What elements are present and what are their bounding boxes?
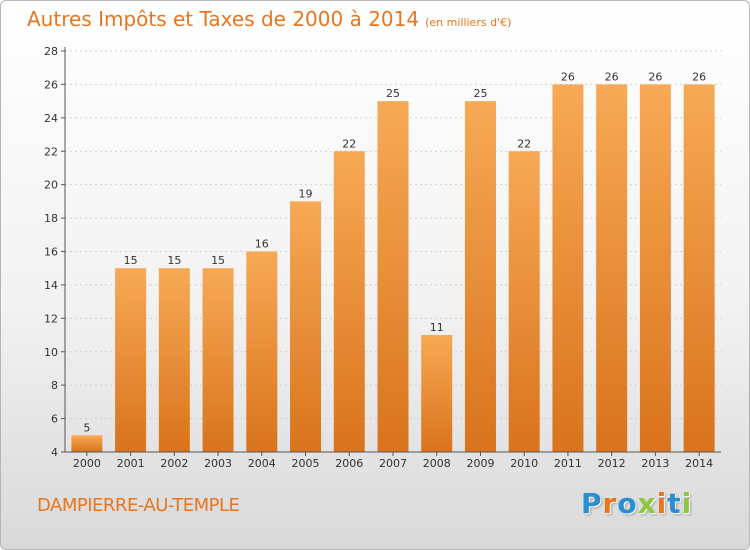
y-tick-label: 10 <box>44 346 58 359</box>
bar <box>552 84 584 453</box>
data-label: 19 <box>299 187 313 200</box>
x-tick-label: 2006 <box>335 457 363 470</box>
x-tick-label: 2007 <box>379 457 407 470</box>
bar <box>115 268 147 452</box>
bar <box>508 151 540 452</box>
data-label: 22 <box>342 137 356 150</box>
bar <box>202 268 234 452</box>
data-label: 26 <box>692 70 706 83</box>
y-tick-label: 26 <box>44 78 58 91</box>
y-tick-label: 8 <box>51 379 58 392</box>
data-label: 5 <box>83 421 90 434</box>
x-tick-label: 2005 <box>292 457 320 470</box>
y-tick-label: 14 <box>44 279 58 292</box>
logo-letter: x <box>637 487 657 520</box>
data-label: 15 <box>124 254 138 267</box>
data-label: 26 <box>561 70 575 83</box>
logo-letter: i <box>656 487 668 520</box>
x-tick-label: 2002 <box>160 457 188 470</box>
data-label: 26 <box>605 70 619 83</box>
bar <box>683 84 715 453</box>
bar <box>290 201 322 452</box>
bar <box>71 435 103 452</box>
location-name: DAMPIERRE-AU-TEMPLE <box>37 495 240 516</box>
data-label: 22 <box>517 137 531 150</box>
data-label: 15 <box>211 254 225 267</box>
x-tick-label: 2008 <box>423 457 451 470</box>
data-label: 26 <box>648 70 662 83</box>
x-tick-label: 2013 <box>641 457 669 470</box>
bar <box>377 101 409 452</box>
bar <box>246 251 278 452</box>
bars <box>71 84 715 453</box>
x-tick-label: 2010 <box>510 457 538 470</box>
y-tick-label: 4 <box>51 446 58 459</box>
y-tick-label: 28 <box>44 45 58 58</box>
x-tick-label: 2000 <box>73 457 101 470</box>
bar <box>158 268 190 452</box>
x-tick-label: 2004 <box>248 457 276 470</box>
x-tick-label: 2009 <box>466 457 494 470</box>
chart-title-text: Autres Impôts et Taxes de 2000 à 2014 <box>27 7 420 31</box>
y-tick-label: 24 <box>44 112 58 125</box>
bar <box>421 335 453 452</box>
axes <box>61 47 721 456</box>
logo-letter: P <box>581 487 603 520</box>
x-tick-label: 2014 <box>685 457 713 470</box>
bar <box>639 84 671 453</box>
bar <box>464 101 496 452</box>
y-tick-label: 20 <box>44 179 58 192</box>
y-tick-label: 18 <box>44 212 58 225</box>
x-tick-label: 2012 <box>598 457 626 470</box>
y-tick-label: 12 <box>44 312 58 325</box>
x-tick-label: 2001 <box>117 457 145 470</box>
logo-letter: r <box>602 487 618 520</box>
y-tick-label: 16 <box>44 246 58 259</box>
y-tick-label: 6 <box>51 413 58 426</box>
x-tick-label: 2011 <box>554 457 582 470</box>
logo-letter: t <box>667 487 682 520</box>
data-label: 11 <box>430 321 444 334</box>
data-label: 25 <box>386 87 400 100</box>
chart-title: Autres Impôts et Taxes de 2000 à 2014 (en… <box>27 7 511 31</box>
chart-subtitle: (en milliers d'€) <box>425 16 512 29</box>
labels: 4 6 8 10 12 14 16 18 20 22 24 26 28 5 2000 15 2001 15 2002… <box>44 45 713 470</box>
bar <box>596 84 628 453</box>
data-label: 25 <box>473 87 487 100</box>
y-tick-label: 22 <box>44 145 58 158</box>
logo-letter: o <box>617 487 638 520</box>
x-tick-label: 2003 <box>204 457 232 470</box>
data-label: 15 <box>167 254 181 267</box>
logo-letter: i <box>681 487 693 520</box>
proxiti-logo: Proxiti <box>581 487 692 520</box>
bar <box>333 151 365 452</box>
data-label: 16 <box>255 238 269 251</box>
